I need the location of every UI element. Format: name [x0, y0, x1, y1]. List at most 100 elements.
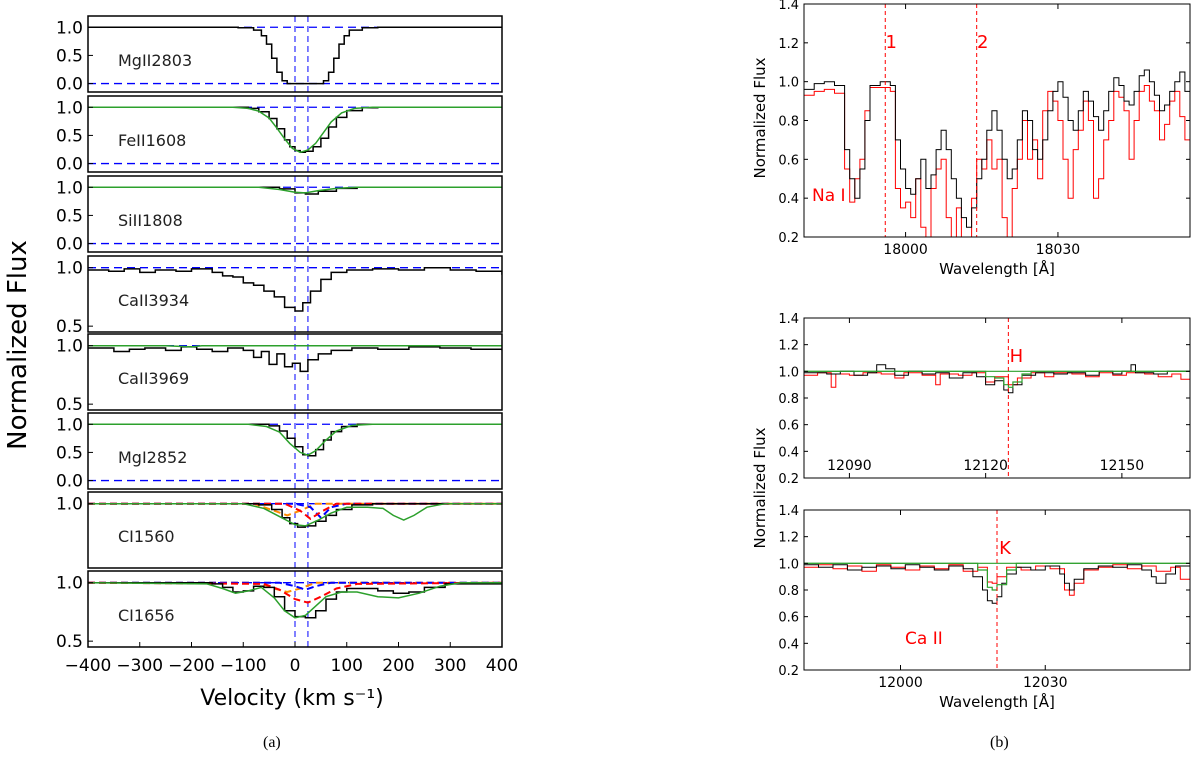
- y-tick-label: 0.6: [778, 419, 799, 434]
- x-tick-label: 18000: [883, 242, 928, 258]
- data-spectrum-line: [804, 364, 1190, 394]
- y-tick-label: 0.2: [778, 472, 799, 487]
- y-tick-label: 0.8: [778, 115, 799, 130]
- y-tick-label: 0.8: [778, 392, 799, 407]
- x-tick-label: −100: [220, 656, 267, 676]
- panel-plot-area: [88, 256, 502, 332]
- spectrum-label: Ca II: [905, 629, 943, 649]
- x-tick-label: 12090: [827, 458, 872, 474]
- panel-plot-area: [804, 69, 1190, 237]
- panel-frame: [87, 412, 503, 490]
- x-tick-label: 100: [331, 656, 363, 676]
- y-tick-label: 0.6: [778, 153, 799, 168]
- panel-plot-area: [88, 492, 502, 568]
- component-profile-line: [88, 581, 502, 604]
- panel-plot-area: [804, 364, 1190, 394]
- panel-frame: [87, 95, 503, 173]
- y-tick-label: 1.0: [56, 259, 83, 279]
- ion-label: SiII1808: [118, 211, 183, 230]
- y-axis-title: Normalized Flux: [3, 240, 33, 450]
- y-tick-label: 1.0: [778, 365, 799, 380]
- panel-frame: [87, 175, 503, 253]
- y-tick-label: 0.0: [56, 472, 83, 492]
- model-spectrum-line: [804, 85, 1190, 237]
- y-tick-label: 1.0: [778, 557, 799, 572]
- y-tick-label: 1.0: [56, 574, 83, 594]
- y-tick-label: 1.4: [778, 0, 799, 13]
- y-tick-label: 0.8: [778, 584, 799, 599]
- x-axis-title: Wavelength [Å]: [939, 259, 1055, 278]
- y-tick-label: 0.4: [778, 637, 799, 652]
- y-tick-label: 0.5: [56, 126, 83, 146]
- y-tick-label: 1.0: [56, 18, 83, 38]
- y-axis-title: Normalized Flux: [751, 427, 769, 548]
- x-tick-label: 12120: [963, 458, 1008, 474]
- y-tick-label: 0.4: [778, 445, 799, 460]
- y-axis-title: Normalized Flux: [751, 57, 769, 178]
- fit-profile-line: [88, 344, 502, 348]
- x-tick-label: −400: [65, 656, 112, 676]
- y-tick-label: 0.0: [56, 235, 83, 255]
- fit-profile-line: [88, 581, 502, 619]
- y-tick-label: 0.5: [56, 206, 83, 226]
- data-spectrum-line: [88, 346, 502, 373]
- panel-frame: [87, 255, 503, 333]
- y-tick-label: 0.5: [56, 395, 83, 415]
- ion-label: CI1560: [118, 527, 175, 546]
- data-spectrum-line: [804, 69, 1190, 228]
- x-axis-title: Velocity (km s⁻¹): [200, 686, 384, 711]
- x-axis-title: Wavelength [Å]: [939, 692, 1055, 711]
- y-tick-label: 0.0: [56, 75, 83, 95]
- y-tick-label: 0.0: [56, 155, 83, 175]
- panel-plot-area: [88, 16, 502, 92]
- data-spectrum-line: [88, 502, 502, 528]
- fit-profile-line: [804, 370, 1190, 388]
- y-tick-label: 1.0: [56, 337, 83, 357]
- y-tick-label: 1.0: [56, 415, 83, 435]
- panel-plot-area: [88, 334, 502, 410]
- x-tick-label: 200: [382, 656, 414, 676]
- fit-profile-line: [804, 562, 1190, 591]
- spectrum-label: Na I: [812, 186, 846, 206]
- caption-b: (b): [990, 734, 1009, 751]
- panel-plot-area: [88, 96, 502, 172]
- fit-profile-line: [88, 106, 502, 154]
- y-tick-label: 1.4: [778, 504, 799, 519]
- y-tick-label: 1.0: [56, 98, 83, 118]
- x-tick-label: −300: [116, 656, 163, 676]
- component-profile-line: [88, 502, 502, 521]
- line-marker-label: 2: [977, 32, 988, 53]
- y-tick-label: 1.2: [778, 37, 799, 52]
- y-tick-label: 0.2: [778, 231, 799, 246]
- fit-profile-line: [88, 502, 502, 527]
- panel-plot-area: [88, 571, 502, 647]
- y-tick-label: 1.0: [56, 178, 83, 198]
- data-spectrum-line: [88, 26, 502, 85]
- y-tick-label: 0.4: [778, 192, 799, 207]
- y-tick-label: 0.2: [778, 664, 799, 679]
- y-tick-label: 0.6: [778, 611, 799, 626]
- ion-label: MgI2852: [118, 448, 187, 467]
- panel-plot-area: [88, 176, 502, 252]
- y-tick-label: 1.0: [778, 76, 799, 91]
- y-tick-label: 1.2: [778, 531, 799, 546]
- y-tick-label: 1.4: [778, 312, 799, 327]
- component-profile-line: [88, 581, 502, 591]
- panel-plot-area: [804, 562, 1190, 604]
- panel-frame: [87, 333, 503, 411]
- y-tick-label: 0.5: [56, 317, 83, 337]
- y-tick-label: 0.5: [56, 443, 83, 463]
- x-tick-label: 12030: [1023, 675, 1068, 691]
- y-tick-label: 1.2: [778, 339, 799, 354]
- y-tick-label: 0.5: [56, 46, 83, 66]
- x-tick-label: 400: [486, 656, 518, 676]
- x-tick-label: 0: [290, 656, 301, 676]
- panel-frame: [803, 317, 1191, 479]
- panel-plot-area: [88, 413, 502, 489]
- x-tick-label: 300: [434, 656, 466, 676]
- line-marker-label: H: [1010, 346, 1024, 367]
- x-tick-label: 18030: [1036, 242, 1081, 258]
- fit-profile-line: [88, 423, 502, 457]
- fit-profile-line: [88, 186, 502, 194]
